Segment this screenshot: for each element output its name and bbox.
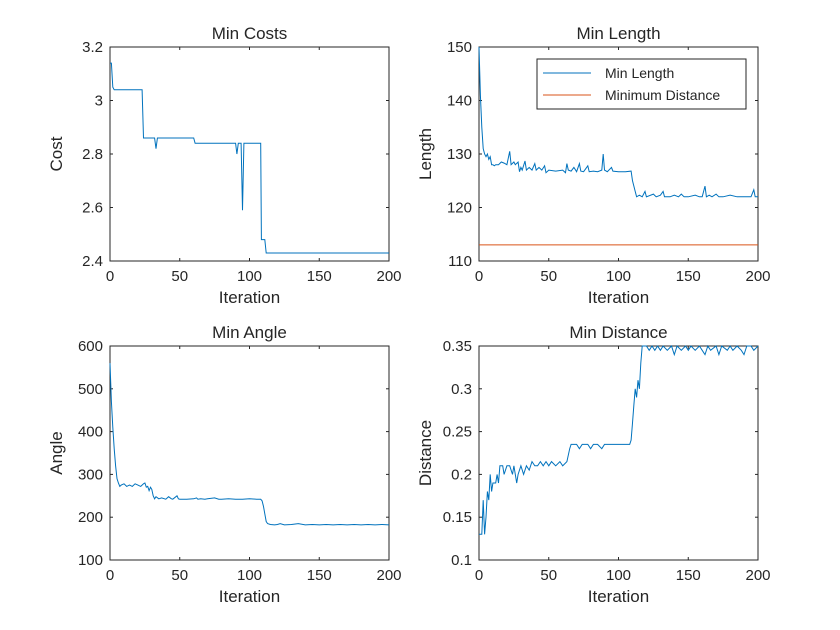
y-axis-label: Length bbox=[416, 128, 435, 180]
plot-area bbox=[109, 46, 390, 262]
y-axis-label: Cost bbox=[47, 136, 66, 171]
x-tick-label: 50 bbox=[540, 268, 557, 285]
chart-title: Min Costs bbox=[212, 24, 288, 43]
y-tick-label: 0.35 bbox=[443, 338, 472, 355]
x-axis-label: Iteration bbox=[588, 288, 649, 307]
y-tick-label: 3.2 bbox=[82, 39, 103, 56]
x-tick-label: 200 bbox=[376, 268, 401, 285]
x-tick-label: 150 bbox=[676, 268, 701, 285]
legend-label-1: Min Length bbox=[605, 65, 674, 81]
x-tick-label: 150 bbox=[307, 567, 332, 584]
y-tick-label: 2.6 bbox=[82, 200, 103, 217]
series-line-1 bbox=[110, 62, 389, 254]
x-axis-label: Iteration bbox=[588, 587, 649, 606]
x-tick-label: 150 bbox=[676, 567, 701, 584]
x-tick-label: 50 bbox=[171, 567, 188, 584]
x-tick-label: 50 bbox=[171, 268, 188, 285]
plot-area bbox=[109, 345, 390, 561]
y-tick-label: 200 bbox=[78, 509, 103, 526]
subplot-3: 0 50 100 150 200 100 200 300 400 500 600 Min Angle I… bbox=[47, 323, 402, 606]
chart-title: Min Distance bbox=[569, 323, 667, 342]
y-tick-label: 110 bbox=[448, 253, 472, 270]
y-tick-label: 400 bbox=[78, 424, 103, 441]
y-tick-label: 100 bbox=[78, 552, 103, 569]
y-tick-label: 0.15 bbox=[443, 509, 472, 526]
y-tick-label: 300 bbox=[78, 466, 103, 483]
x-tick-label: 0 bbox=[475, 268, 483, 285]
series-line-1 bbox=[109, 363, 390, 526]
x-tick-label: 200 bbox=[745, 268, 770, 285]
x-tick-label: 150 bbox=[307, 268, 332, 285]
y-tick-label: 0.3 bbox=[451, 381, 472, 398]
y-axis-label: Angle bbox=[47, 431, 66, 474]
x-axis-label: Iteration bbox=[219, 587, 280, 606]
x-tick-label: 200 bbox=[376, 567, 401, 584]
chart-title: Min Angle bbox=[212, 323, 287, 342]
series-line-1 bbox=[478, 46, 758, 198]
y-tick-label: 150 bbox=[447, 39, 472, 56]
subplot-1: 0 50 100 150 200 2.4 2.6 2.8 3 3.2 Min Costs Iterat… bbox=[47, 24, 402, 307]
x-tick-label: 200 bbox=[745, 567, 770, 584]
x-tick-label: 100 bbox=[606, 567, 631, 584]
legend-label-2: Minimum Distance bbox=[605, 87, 720, 103]
y-tick-label: 2.8 bbox=[82, 146, 103, 163]
x-tick-label: 0 bbox=[475, 567, 483, 584]
subplot-2: 0 50 100 150 200 110 120 130 140 150 Min Length Ite… bbox=[416, 24, 771, 307]
x-tick-label: 100 bbox=[237, 567, 262, 584]
y-tick-label: 3 bbox=[95, 93, 103, 110]
legend: Min Length Minimum Distance bbox=[536, 58, 747, 110]
y-tick-label: 120 bbox=[447, 200, 472, 217]
series-line-1 bbox=[479, 344, 759, 535]
y-tick-label: 2.4 bbox=[82, 253, 103, 270]
y-tick-label: 140 bbox=[447, 93, 472, 110]
chart-title: Min Length bbox=[576, 24, 660, 43]
y-tick-label: 0.1 bbox=[451, 552, 472, 569]
subplot-4: 0 50 100 150 200 0.1 0.15 0.2 0.25 0.3 0.35 Min Dis… bbox=[416, 323, 771, 606]
x-axis-label: Iteration bbox=[219, 288, 280, 307]
x-tick-label: 100 bbox=[237, 268, 262, 285]
y-tick-label: 0.25 bbox=[443, 424, 472, 441]
x-tick-label: 0 bbox=[106, 268, 114, 285]
y-axis-label: Distance bbox=[416, 420, 435, 486]
plot-area bbox=[478, 345, 759, 561]
y-tick-label: 600 bbox=[78, 338, 103, 355]
x-tick-label: 50 bbox=[540, 567, 557, 584]
y-tick-label: 0.2 bbox=[451, 466, 472, 483]
y-tick-label: 130 bbox=[447, 146, 472, 163]
legend-box bbox=[536, 58, 747, 110]
y-tick-label: 500 bbox=[78, 381, 103, 398]
x-tick-label: 100 bbox=[606, 268, 631, 285]
x-tick-label: 0 bbox=[106, 567, 114, 584]
